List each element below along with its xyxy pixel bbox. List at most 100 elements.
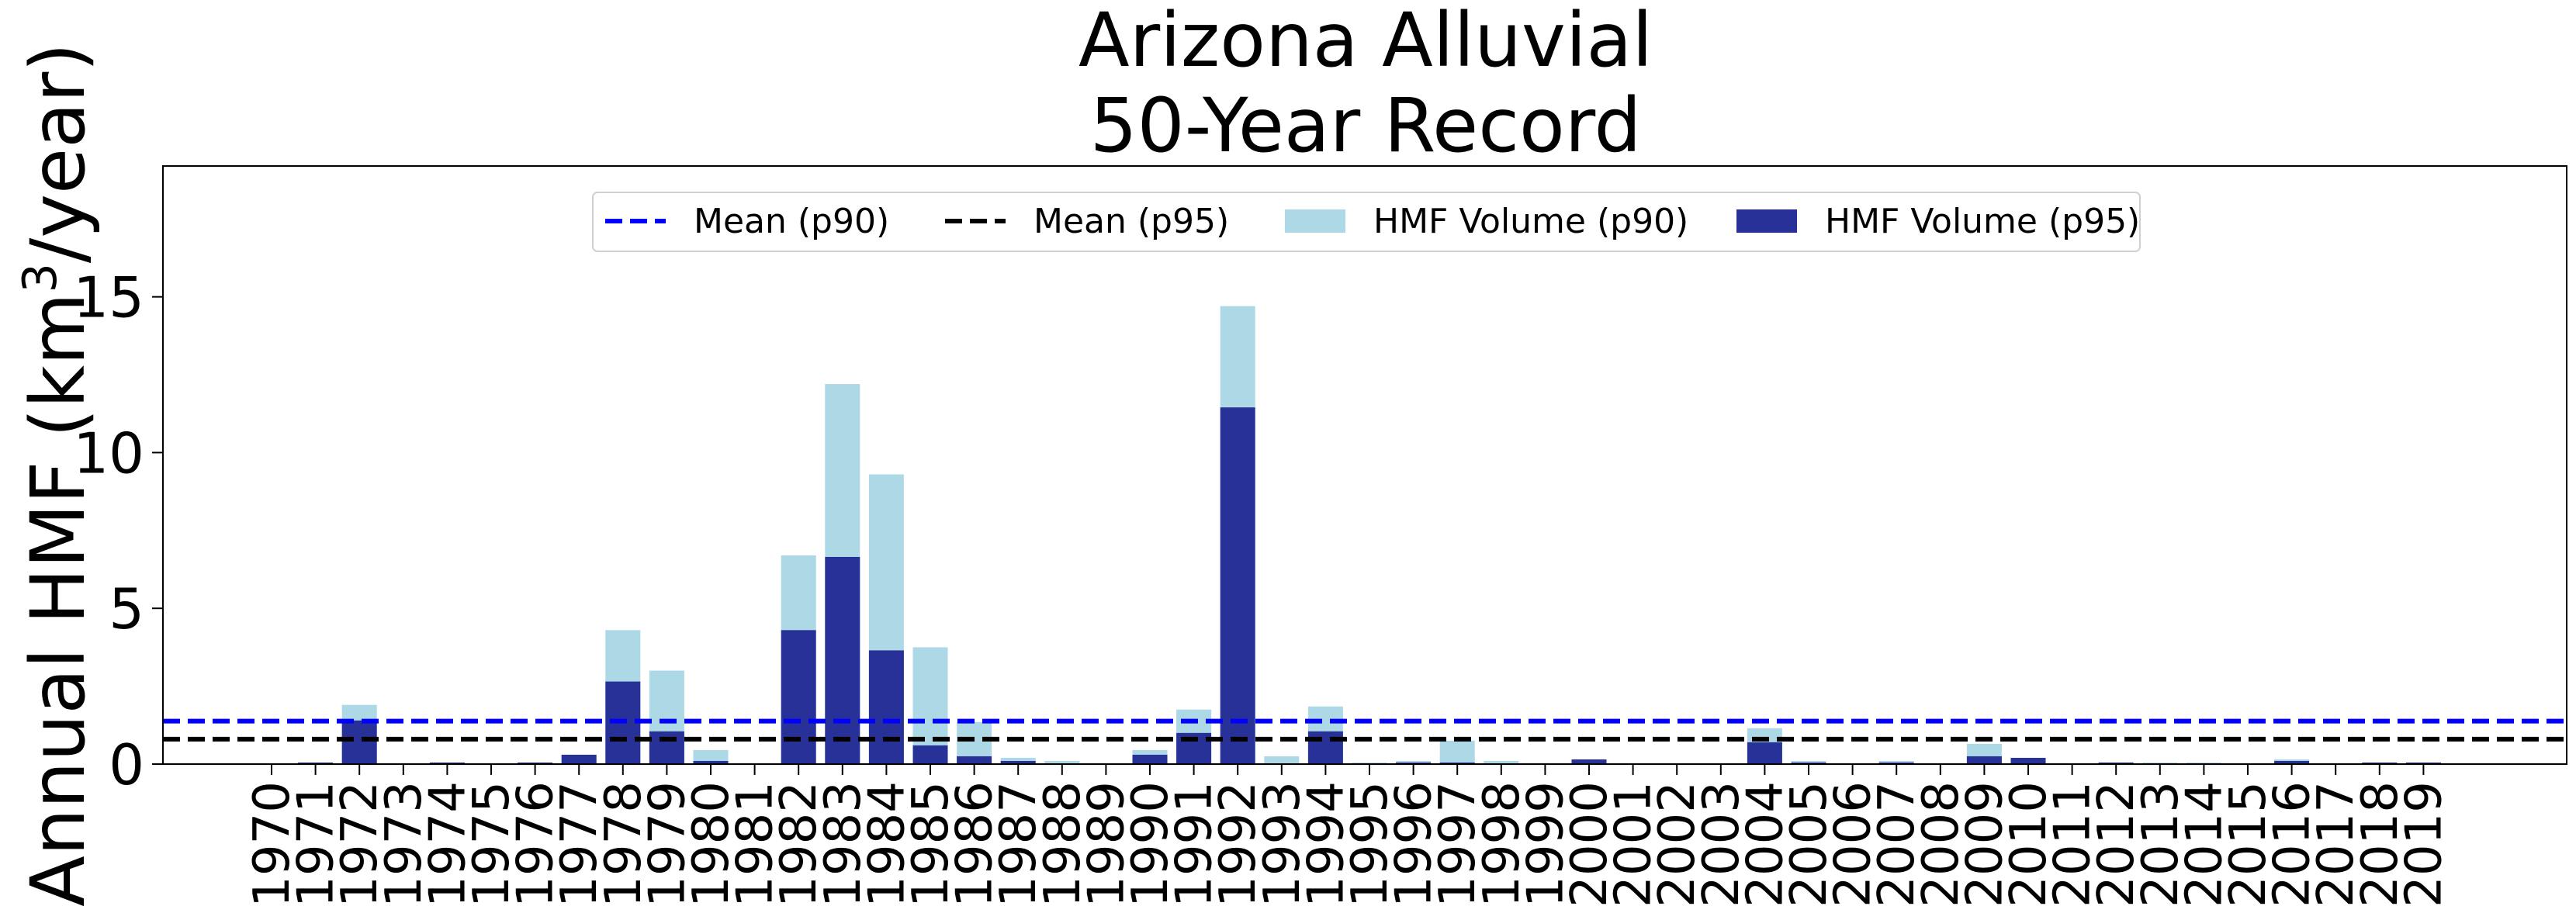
x-tick-label-1991: 1991 <box>1166 781 1224 908</box>
x-tick-label-1971: 1971 <box>288 781 345 908</box>
y-tick-label-5: 5 <box>109 576 144 642</box>
bar-p95-1979 <box>649 731 684 764</box>
bar-p90-1988 <box>1044 760 1080 764</box>
x-axis: 1970197119721973197419751976197719781979… <box>244 764 2453 908</box>
x-tick-label-1985: 1985 <box>902 781 960 908</box>
legend-label-hmf-p95: HMF Volume (p95) <box>1825 202 2140 241</box>
legend-label-hmf-p90: HMF Volume (p90) <box>1373 202 1688 241</box>
bar-p95-1987 <box>1000 760 1036 764</box>
bar-p90-1980 <box>693 749 729 764</box>
x-tick-label-1995: 1995 <box>1342 781 1399 908</box>
bar-p95-1985 <box>912 745 948 764</box>
chart-title: Arizona Alluvial 50-Year Record <box>1079 0 1653 169</box>
y-axis-label: Annual HMF (km3/year) <box>13 43 102 907</box>
x-tick-label-2017: 2017 <box>2308 781 2365 908</box>
x-tick-label-2007: 2007 <box>1868 781 1926 908</box>
x-tick-label-2019: 2019 <box>2395 781 2453 908</box>
x-tick-label-1973: 1973 <box>376 781 433 908</box>
bar-p95-1982 <box>781 630 816 764</box>
plot-frame <box>162 165 2567 765</box>
x-tick-label-2003: 2003 <box>1693 781 1750 908</box>
bar-p95-1992 <box>1220 407 1255 764</box>
legend-swatch-hmf-p95 <box>1736 209 1797 233</box>
legend-box <box>592 192 2141 252</box>
x-tick-label-2005: 2005 <box>1781 781 1838 908</box>
x-tick-label-2013: 2013 <box>2132 781 2190 908</box>
bar-p95-1976 <box>518 762 553 764</box>
bar-p95-2010 <box>2010 757 2046 764</box>
x-tick-label-2006: 2006 <box>1825 781 1882 908</box>
y-tick-label-15: 15 <box>73 265 144 330</box>
x-tick-label-2001: 2001 <box>1605 781 1663 908</box>
bar-p95-2019 <box>2405 762 2441 764</box>
bar-p95-1984 <box>868 650 904 764</box>
bar-p90-2014 <box>2186 762 2221 764</box>
x-tick-label-2011: 2011 <box>2045 781 2102 908</box>
bar-p90-1998 <box>1484 760 1519 764</box>
y-axis: 0 5 10 15 <box>73 265 163 797</box>
mean-lines <box>163 718 2567 742</box>
bar-p95-1996 <box>1396 762 1432 764</box>
x-tick-label-1992: 1992 <box>1210 781 1267 908</box>
legend: Mean (p90) Mean (p95) HMF Volume (p90) HMF … <box>592 192 2141 252</box>
x-tick-label-1975: 1975 <box>463 781 521 908</box>
bar-p95-2007 <box>1878 762 1914 764</box>
x-tick-label-1989: 1989 <box>1078 781 1135 908</box>
bar-p95-1974 <box>429 762 465 764</box>
y-tick-label-0: 0 <box>109 732 144 797</box>
x-tick-label-1977: 1977 <box>551 781 608 908</box>
bar-p90-1997 <box>1439 740 1475 764</box>
bar-p95-1971 <box>298 762 334 764</box>
x-tick-label-1982: 1982 <box>770 781 828 908</box>
bar-p95-1972 <box>341 720 377 764</box>
bar-p95-2004 <box>1747 742 1782 764</box>
legend-label-mean-p95: Mean (p95) <box>1034 202 1229 241</box>
bar-p95-1983 <box>825 556 860 764</box>
y-tick-label-10: 10 <box>73 420 144 486</box>
x-tick-label-2015: 2015 <box>2220 781 2277 908</box>
x-tick-label-1988: 1988 <box>1034 781 1092 908</box>
x-tick-label-1978: 1978 <box>595 781 653 908</box>
x-tick-label-1998: 1998 <box>1473 781 1531 908</box>
x-tick-label-2012: 2012 <box>2088 781 2145 908</box>
x-tick-label-1972: 1972 <box>331 781 389 908</box>
bar-p95-1997 <box>1439 762 1475 764</box>
x-tick-label-2008: 2008 <box>1913 781 1970 908</box>
bar-p95-2005 <box>1791 762 1826 764</box>
x-tick-label-1987: 1987 <box>990 781 1047 908</box>
x-tick-label-1990: 1990 <box>1122 781 1179 908</box>
bar-p95-1977 <box>561 754 597 764</box>
x-tick-label-1997: 1997 <box>1429 781 1487 908</box>
x-tick-label-2010: 2010 <box>2000 781 2058 908</box>
bar-p95-2009 <box>1966 756 2002 764</box>
bar-p90-1985 <box>912 647 948 764</box>
legend-swatch-hmf-p90 <box>1285 209 1345 233</box>
x-tick-label-2002: 2002 <box>1649 781 1706 908</box>
x-tick-label-1974: 1974 <box>419 781 476 908</box>
bar-p95-2012 <box>2098 762 2134 764</box>
x-tick-label-1976: 1976 <box>507 781 565 908</box>
x-tick-label-1986: 1986 <box>947 781 1004 908</box>
x-tick-label-1980: 1980 <box>683 781 740 908</box>
x-tick-label-2004: 2004 <box>1736 781 1794 908</box>
x-tick-label-1970: 1970 <box>244 781 301 908</box>
x-tick-label-2016: 2016 <box>2264 781 2322 908</box>
x-tick-label-1984: 1984 <box>858 781 916 908</box>
x-tick-label-2009: 2009 <box>1956 781 2013 908</box>
x-tick-label-2000: 2000 <box>1561 781 1619 908</box>
x-tick-label-1996: 1996 <box>1386 781 1443 908</box>
bar-p95-2000 <box>1571 759 1607 764</box>
x-tick-label-1979: 1979 <box>639 781 696 908</box>
legend-label-mean-p90: Mean (p90) <box>694 202 889 241</box>
chart-title-line-1: Arizona Alluvial <box>1079 0 1653 84</box>
bar-p95-1994 <box>1307 731 1343 764</box>
bar-p95-2016 <box>2274 760 2310 764</box>
x-tick-label-2014: 2014 <box>2176 781 2233 908</box>
x-tick-label-1993: 1993 <box>1254 781 1311 908</box>
x-tick-label-1999: 1999 <box>1517 781 1574 908</box>
bar-p95-1980 <box>693 760 729 764</box>
x-tick-label-1994: 1994 <box>1297 781 1355 908</box>
bar-p90-1995 <box>1352 762 1387 764</box>
